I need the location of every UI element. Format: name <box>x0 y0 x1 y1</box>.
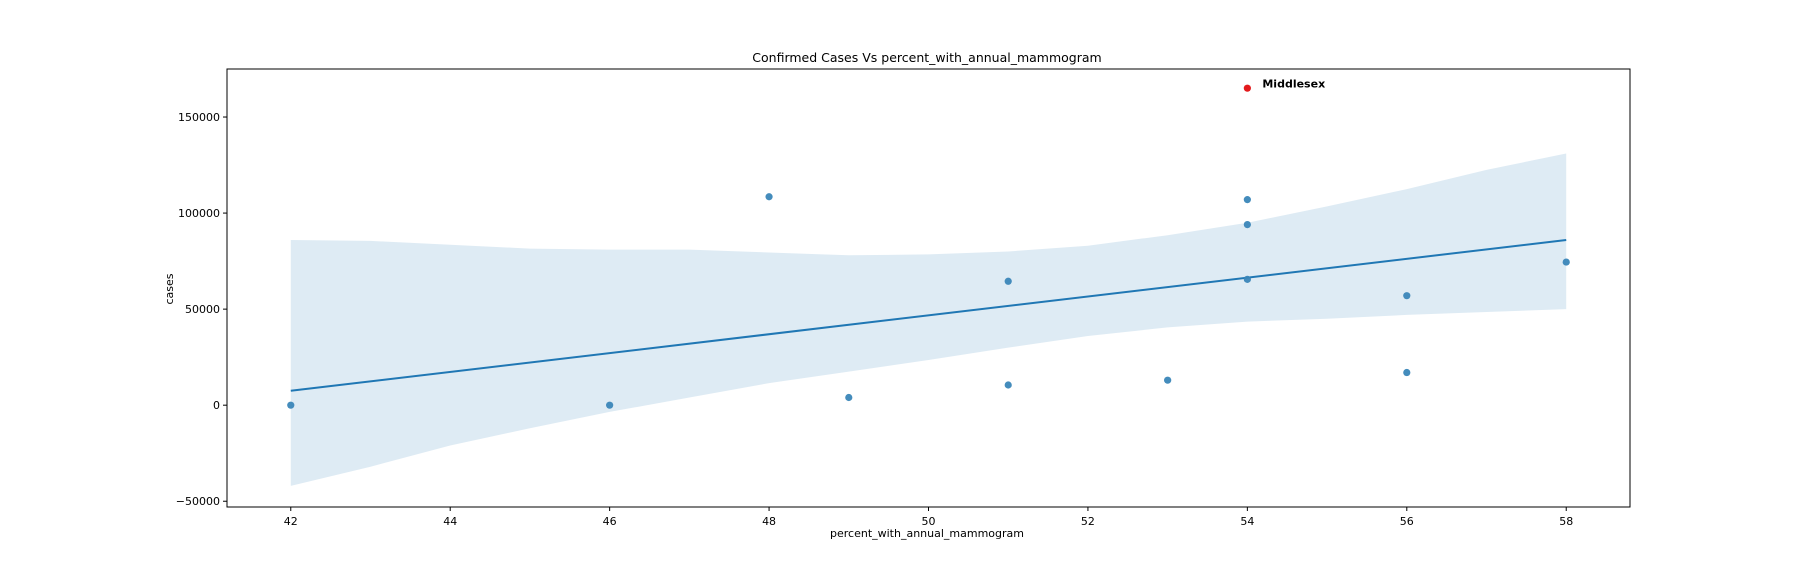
x-tick-label: 54 <box>1240 515 1254 528</box>
y-tick-label: 150000 <box>178 111 220 124</box>
confidence-band <box>290 153 1567 486</box>
highlight-point <box>1243 84 1251 92</box>
data-point <box>1004 277 1012 285</box>
data-point <box>765 193 773 201</box>
x-tick-label: 46 <box>603 515 617 528</box>
data-point <box>1403 292 1411 300</box>
x-tick-label: 52 <box>1081 515 1095 528</box>
data-point <box>287 401 295 409</box>
highlight-label: Middlesex <box>1262 78 1325 91</box>
x-tick-label: 50 <box>922 515 936 528</box>
regression-line-layer <box>290 238 1567 392</box>
highlight-layer: Middlesex <box>1243 78 1325 92</box>
x-tick-label: 56 <box>1400 515 1414 528</box>
y-tick-label: −50000 <box>176 495 220 508</box>
data-point <box>1164 376 1172 384</box>
x-tick-label: 48 <box>762 515 776 528</box>
data-point <box>1403 368 1411 377</box>
confidence-band-layer <box>290 153 1567 486</box>
data-point <box>1562 258 1570 266</box>
data-point <box>1243 275 1251 283</box>
data-point <box>1004 381 1012 389</box>
data-point <box>606 401 614 409</box>
chart-title: Confirmed Cases Vs percent_with_annual_m… <box>752 50 1101 65</box>
y-tick-label: 100000 <box>178 207 220 220</box>
x-axis-label: percent_with_annual_mammogram <box>830 527 1024 540</box>
y-tick-label: 0 <box>213 399 220 412</box>
data-point <box>845 393 853 402</box>
x-tick-label: 58 <box>1559 515 1573 528</box>
regression-line <box>290 238 1567 392</box>
y-tick-label: 50000 <box>185 303 220 316</box>
y-axis-label: cases <box>163 273 176 304</box>
x-axis-ticks: 42 44 46 48 50 52 54 56 58 <box>284 507 1573 528</box>
y-axis-ticks: −50000 0 50000 100000 150000 <box>176 111 227 508</box>
data-points-layer <box>287 193 1570 409</box>
x-tick-label: 44 <box>443 515 457 528</box>
data-point <box>1243 196 1251 204</box>
x-tick-label: 42 <box>284 515 298 528</box>
data-point <box>1243 221 1251 229</box>
